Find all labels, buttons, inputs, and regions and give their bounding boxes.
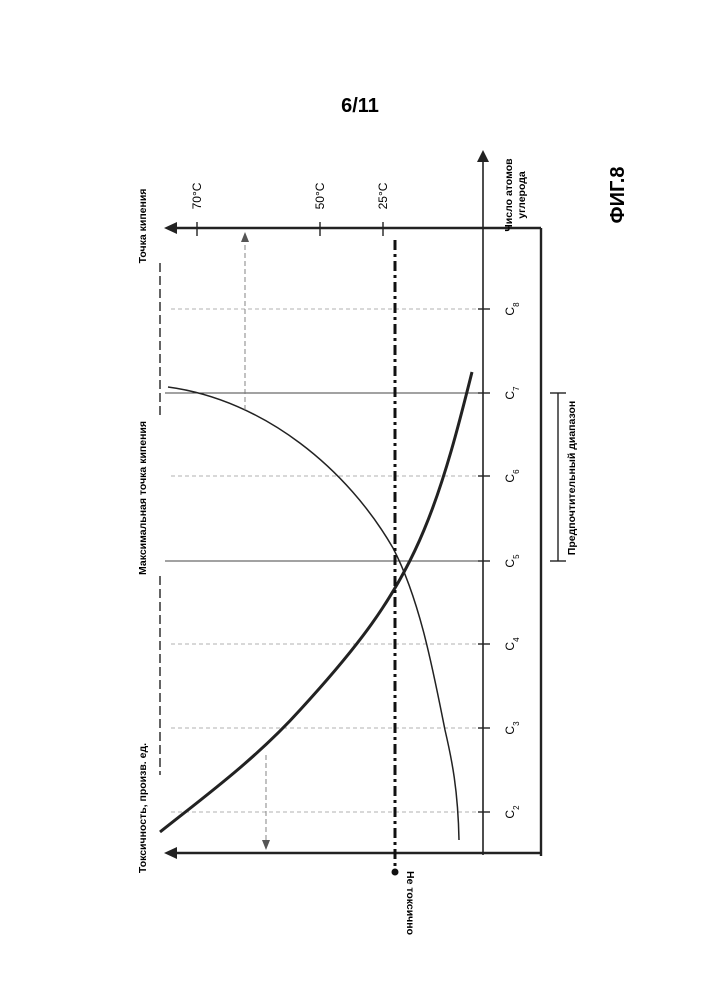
x-axis-arrow: [477, 150, 489, 162]
toxicity-curve: [160, 372, 472, 832]
x-axis-title-line1: Число атомов: [503, 158, 515, 232]
boiling-point-curve: [168, 387, 459, 840]
tick-label-c5: C5: [503, 554, 521, 568]
temp-label-50: 50°C: [313, 182, 327, 209]
temp-label-70: 70°C: [190, 182, 204, 209]
boiling-read-arrowhead: [241, 232, 249, 242]
non-toxic-label: Не токсично: [404, 871, 416, 935]
toxicity-read-arrowhead: [262, 840, 270, 850]
x-axis-title-line2: углерода: [516, 171, 528, 219]
figure-label: ФИГ.8: [607, 167, 629, 224]
tick-label-c4: C4: [503, 637, 521, 651]
toxicity-axis-arrow: [164, 847, 177, 859]
x-ticks: [478, 309, 490, 812]
tick-label-c7: C7: [503, 386, 521, 400]
toxicity-axis-title: Токсичность, произв. ед.: [137, 743, 149, 873]
boiling-axis-title: Точка кипения: [137, 189, 149, 264]
preferred-range-label: Предпочтительный диапазон: [566, 401, 578, 555]
boiling-axis-arrow: [164, 222, 177, 234]
tick-label-c6: C6: [503, 469, 521, 483]
page-number: 6/11: [341, 95, 379, 117]
tick-label-c2: C2: [503, 805, 521, 819]
non-toxic-marker: [392, 869, 399, 876]
max-boiling-label: Максимальная точка кипения: [137, 421, 149, 575]
tick-label-c3: C3: [503, 721, 521, 735]
x-tick-labels: C2 C3 C4 C5 C6 C7 C8: [503, 302, 521, 819]
tick-label-c8: C8: [503, 302, 521, 316]
temp-label-25: 25°C: [376, 182, 390, 209]
